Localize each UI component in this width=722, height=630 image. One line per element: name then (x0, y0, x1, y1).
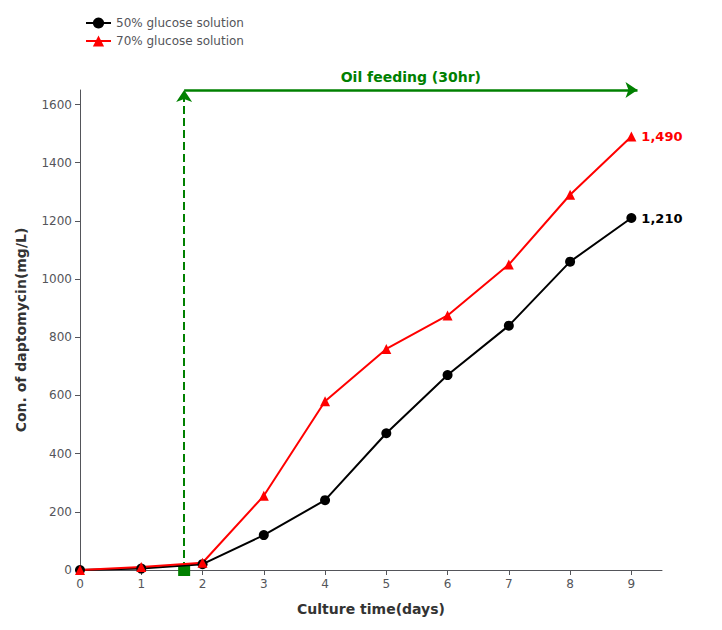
svg-text:Con. of daptomycin(mg/L): Con. of daptomycin(mg/L) (13, 228, 29, 433)
svg-text:1200: 1200 (41, 214, 72, 228)
svg-text:Oil feeding (30hr): Oil feeding (30hr) (341, 69, 481, 85)
svg-text:1: 1 (137, 577, 145, 591)
svg-text:6: 6 (444, 577, 452, 591)
svg-text:1,490: 1,490 (641, 129, 682, 144)
svg-text:800: 800 (49, 330, 72, 344)
svg-text:3: 3 (260, 577, 268, 591)
svg-text:0: 0 (64, 563, 72, 577)
svg-text:400: 400 (49, 447, 72, 461)
svg-text:4: 4 (321, 577, 329, 591)
svg-text:50% glucose solution: 50% glucose solution (116, 16, 244, 30)
svg-text:1600: 1600 (41, 98, 72, 112)
svg-text:8: 8 (566, 577, 574, 591)
svg-text:9: 9 (628, 577, 636, 591)
svg-text:5: 5 (382, 577, 390, 591)
svg-text:200: 200 (49, 505, 72, 519)
svg-text:1400: 1400 (41, 156, 72, 170)
svg-text:Culture time(days): Culture time(days) (297, 601, 445, 617)
svg-text:70% glucose solution: 70% glucose solution (116, 34, 244, 48)
svg-text:600: 600 (49, 388, 72, 402)
svg-text:7: 7 (505, 577, 513, 591)
svg-text:1,210: 1,210 (641, 211, 682, 226)
svg-text:0: 0 (76, 577, 84, 591)
svg-text:1000: 1000 (41, 272, 72, 286)
svg-text:2: 2 (199, 577, 207, 591)
